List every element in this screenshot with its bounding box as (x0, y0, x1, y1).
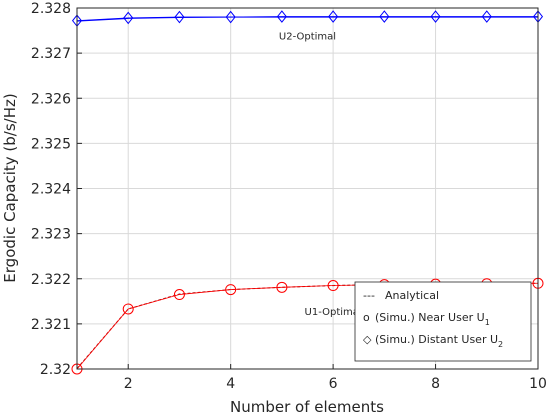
x-tick-label: 4 (226, 376, 235, 392)
diamond-marker (225, 10, 236, 24)
y-tick-label: 2.324 (31, 182, 71, 198)
legend-entry: (Simu.) Distant User U2 (375, 333, 503, 349)
axis-ticks: 2 4 6 8 10 2.32 2.321 2.322 2.323 2.324 2.325 2.326… (31, 1, 547, 392)
y-tick-label: 2.325 (31, 136, 71, 152)
legend-symbol: --- (363, 289, 375, 302)
series-1 (71, 10, 544, 27)
diamond-marker (174, 10, 185, 24)
legend-entry-label: (Simu.) Near User U (375, 311, 485, 324)
legend-box (354, 281, 532, 362)
y-tick-label: 2.323 (31, 227, 71, 243)
diamond-marker (123, 11, 134, 25)
diamond-marker (379, 10, 390, 23)
legend-entry-label: Analytical (385, 289, 439, 302)
x-tick-label: 6 (329, 376, 338, 392)
analytical-line (76, 16, 538, 22)
y-axis-label: Ergodic Capacity (b/s/Hz) (1, 93, 19, 282)
x-tick-label: 10 (529, 376, 547, 392)
circle-marker (173, 289, 185, 301)
diamond-marker (481, 10, 492, 23)
y-tick-label: 2.321 (31, 317, 71, 333)
circle-marker (276, 281, 288, 293)
x-axis-label: Number of elements (230, 398, 384, 416)
y-tick-label: 2.328 (31, 1, 71, 17)
circle-marker (225, 284, 237, 296)
series-annotation: U1-Optimal (305, 307, 362, 318)
diamond-marker (276, 10, 287, 23)
legend-entry: Analytical (385, 289, 439, 302)
y-tick-label: 2.327 (31, 46, 71, 62)
legend-entry-label: (Simu.) Distant User U (375, 333, 498, 346)
y-tick-label: 2.322 (31, 272, 71, 288)
annotations: U2-Optimal U1-Optimal (279, 32, 362, 318)
series-annotation: U2-Optimal (279, 32, 336, 43)
circle-marker (122, 303, 134, 315)
diamond-marker (328, 10, 339, 23)
legend-entry-subscript: 2 (498, 340, 503, 349)
legend-entry: (Simu.) Near User U1 (375, 311, 490, 327)
simulated-line (76, 16, 538, 22)
legend-symbol: ◇ (363, 333, 372, 346)
circle-marker (327, 280, 339, 292)
legend-entry-subscript: 1 (485, 318, 490, 327)
diamond-marker (430, 10, 441, 23)
x-tick-label: 2 (124, 376, 133, 392)
x-tick-label: 8 (431, 376, 440, 392)
legend-symbol: o (363, 311, 370, 324)
series-0 (76, 16, 538, 22)
y-tick-label: 2.32 (40, 362, 71, 378)
y-tick-label: 2.326 (31, 91, 71, 107)
